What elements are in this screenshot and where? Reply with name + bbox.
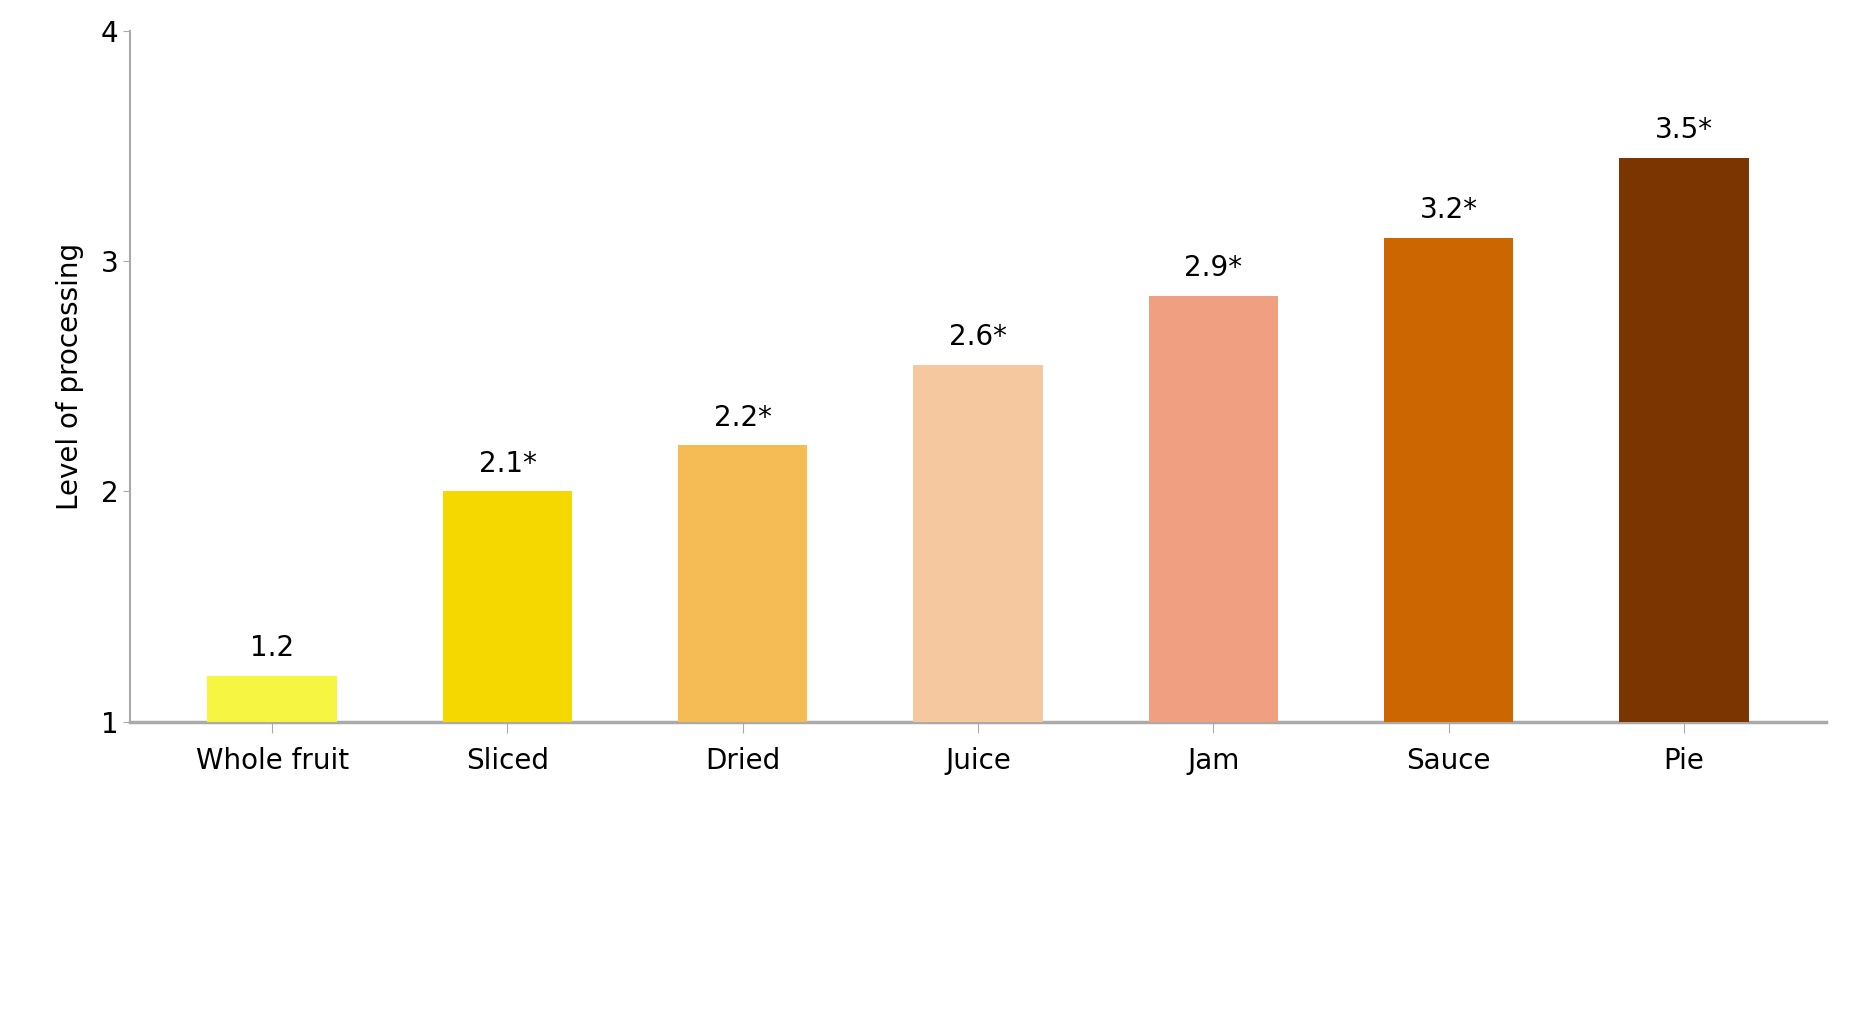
Bar [1384, 238, 1513, 722]
Bar [443, 492, 572, 722]
Text: 2.2*: 2.2* [714, 403, 771, 432]
Bar [207, 675, 337, 722]
Bar [1149, 296, 1278, 722]
Text: 1.2: 1.2 [250, 634, 294, 662]
Y-axis label: Level of processing: Level of processing [56, 242, 84, 510]
Bar [913, 365, 1043, 722]
Text: 2.9*: 2.9* [1185, 254, 1243, 281]
Bar [1619, 158, 1749, 722]
Text: 2.6*: 2.6* [948, 323, 1008, 351]
Text: 3.2*: 3.2* [1420, 196, 1477, 225]
Text: 2.1*: 2.1* [479, 450, 537, 477]
Text: 3.5*: 3.5* [1654, 115, 1712, 143]
Bar [678, 445, 807, 722]
